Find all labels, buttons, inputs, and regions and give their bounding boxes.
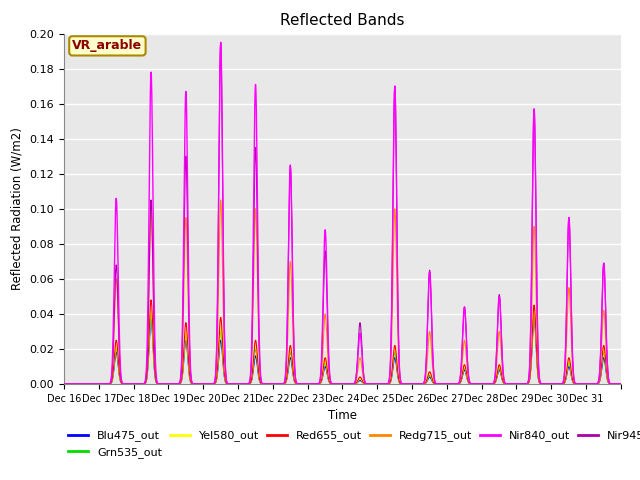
Nir945_out bbox=[556, 381, 563, 387]
Nir945_out bbox=[60, 381, 68, 387]
Grn535_out bbox=[148, 312, 156, 318]
Red655_out bbox=[147, 297, 155, 303]
Red655_out bbox=[148, 299, 156, 304]
Line: Nir840_out: Nir840_out bbox=[64, 42, 621, 384]
Redg715_out bbox=[328, 381, 336, 387]
Nir945_out bbox=[610, 381, 618, 387]
Nir840_out bbox=[317, 356, 325, 361]
Grn535_out bbox=[147, 311, 155, 317]
Red655_out bbox=[60, 381, 68, 387]
Nir840_out bbox=[474, 381, 482, 387]
Nir840_out bbox=[328, 381, 336, 387]
Line: Red655_out: Red655_out bbox=[64, 300, 621, 384]
Yel580_out bbox=[474, 381, 482, 387]
Blu475_out bbox=[328, 381, 335, 387]
Redg715_out bbox=[60, 381, 68, 387]
Line: Nir945_out: Nir945_out bbox=[64, 42, 621, 384]
Nir840_out bbox=[147, 69, 155, 75]
Nir945_out bbox=[147, 197, 155, 203]
Redg715_out bbox=[147, 206, 155, 212]
Line: Blu475_out: Blu475_out bbox=[64, 317, 621, 384]
Yel580_out bbox=[60, 381, 68, 387]
Nir840_out bbox=[60, 381, 68, 387]
Nir840_out bbox=[610, 381, 618, 387]
Grn535_out bbox=[556, 381, 563, 387]
Red655_out bbox=[610, 381, 618, 387]
Title: Reflected Bands: Reflected Bands bbox=[280, 13, 404, 28]
Red655_out bbox=[556, 381, 563, 387]
Blu475_out bbox=[617, 381, 625, 387]
Red655_out bbox=[617, 381, 625, 387]
Nir840_out bbox=[556, 381, 563, 387]
Blu475_out bbox=[556, 381, 563, 387]
X-axis label: Time: Time bbox=[328, 409, 357, 422]
Red655_out bbox=[317, 377, 325, 383]
Redg715_out bbox=[610, 381, 618, 387]
Yel580_out bbox=[610, 381, 618, 387]
Blu475_out bbox=[147, 316, 155, 322]
Line: Yel580_out: Yel580_out bbox=[64, 311, 621, 384]
Nir840_out bbox=[217, 39, 225, 45]
Nir945_out bbox=[474, 381, 482, 387]
Nir945_out bbox=[617, 381, 625, 387]
Redg715_out bbox=[617, 381, 625, 387]
Line: Grn535_out: Grn535_out bbox=[64, 314, 621, 384]
Redg715_out bbox=[556, 381, 563, 387]
Y-axis label: Reflected Radiation (W/m2): Reflected Radiation (W/m2) bbox=[11, 127, 24, 290]
Yel580_out bbox=[328, 381, 336, 387]
Blu475_out bbox=[317, 379, 325, 385]
Line: Redg715_out: Redg715_out bbox=[64, 200, 621, 384]
Yel580_out bbox=[617, 381, 625, 387]
Yel580_out bbox=[147, 308, 155, 313]
Grn535_out bbox=[317, 378, 325, 384]
Grn535_out bbox=[474, 381, 482, 387]
Grn535_out bbox=[60, 381, 68, 387]
Grn535_out bbox=[610, 381, 618, 387]
Blu475_out bbox=[531, 314, 538, 320]
Blu475_out bbox=[474, 381, 481, 387]
Legend: Blu475_out, Grn535_out, Yel580_out, Red655_out, Redg715_out, Nir840_out, Nir945_: Blu475_out, Grn535_out, Yel580_out, Red6… bbox=[64, 426, 640, 462]
Yel580_out bbox=[148, 309, 156, 314]
Blu475_out bbox=[610, 381, 618, 387]
Nir945_out bbox=[217, 39, 225, 45]
Red655_out bbox=[328, 381, 336, 387]
Nir840_out bbox=[617, 381, 625, 387]
Nir945_out bbox=[328, 381, 336, 387]
Redg715_out bbox=[317, 370, 325, 375]
Redg715_out bbox=[474, 381, 482, 387]
Blu475_out bbox=[60, 381, 68, 387]
Red655_out bbox=[474, 381, 482, 387]
Yel580_out bbox=[317, 377, 325, 383]
Yel580_out bbox=[556, 381, 563, 387]
Redg715_out bbox=[217, 197, 225, 203]
Text: VR_arable: VR_arable bbox=[72, 39, 143, 52]
Nir945_out bbox=[317, 359, 325, 365]
Grn535_out bbox=[617, 381, 625, 387]
Grn535_out bbox=[328, 381, 336, 387]
